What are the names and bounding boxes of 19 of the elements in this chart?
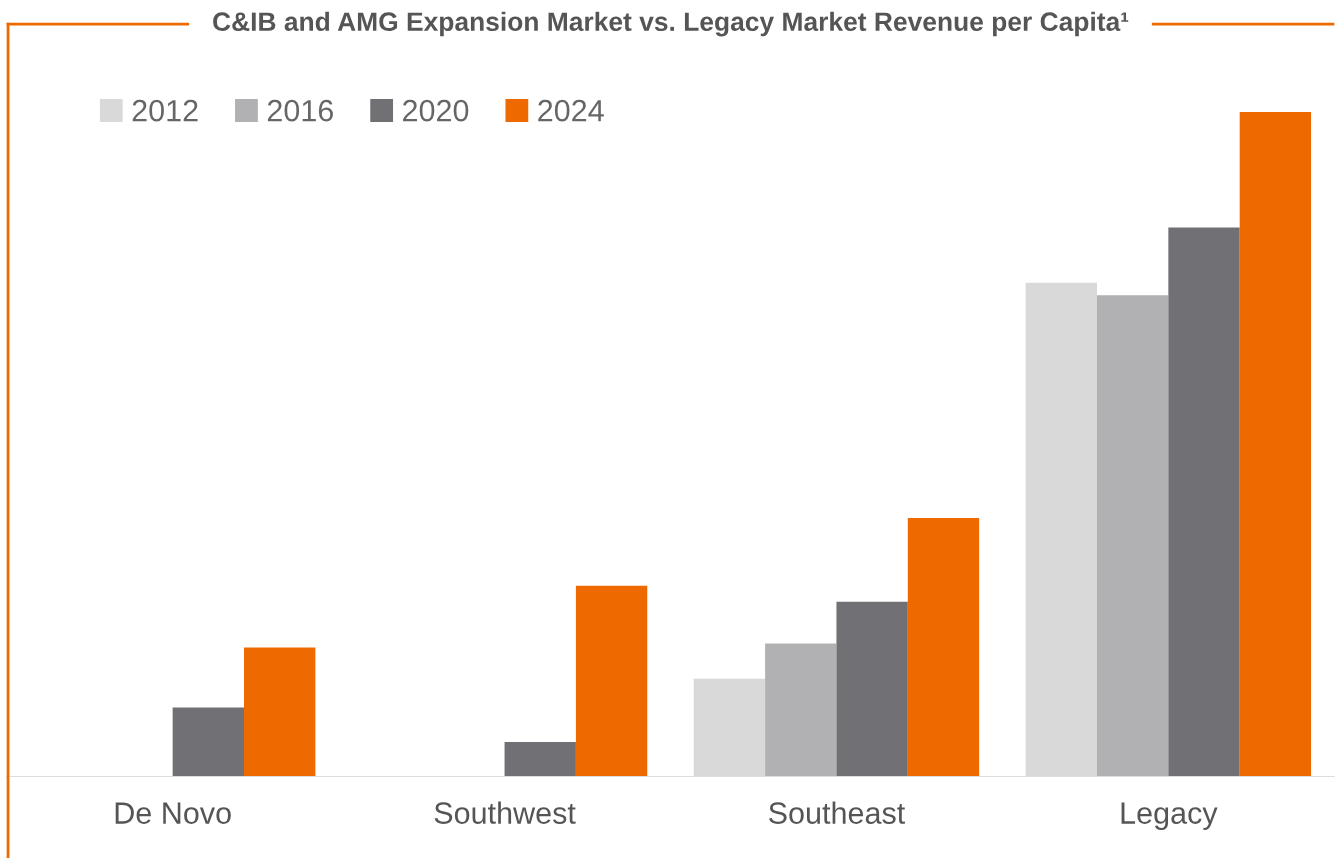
x-tick-label: Southeast [769,801,906,824]
bar [1239,111,1312,777]
legend-label: 2024 [538,99,604,122]
bar [244,647,316,777]
chart-title: C&IB and AMG Expansion Market vs. Legacy Market Revenue per Capita¹ [213,11,1129,37]
legend-label: 2012 [132,99,198,122]
bar [504,741,576,777]
legend-label: 2016 [267,99,333,122]
bar [172,707,245,777]
bar [1168,227,1240,777]
bar [765,643,837,777]
bar [836,601,908,777]
bar [575,585,648,777]
bar [1096,295,1169,777]
bar [907,517,980,777]
x-tick-label: De Novo [115,802,231,824]
legend-label: 2020 [403,99,469,122]
x-tick-label: Legacy [1121,802,1218,830]
x-tick-label: Southwest [434,801,576,824]
